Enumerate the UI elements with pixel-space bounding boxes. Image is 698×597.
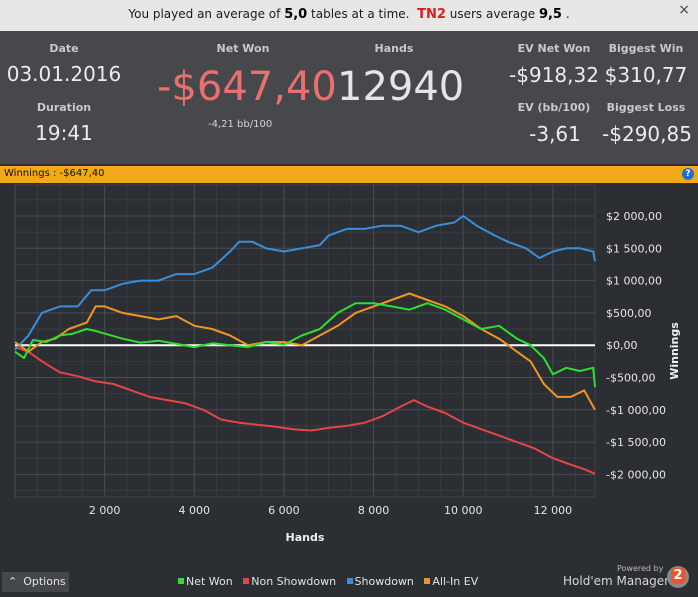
net-won-label: Net Won (216, 42, 270, 55)
holdem-manager-logo: 2 (667, 566, 689, 588)
info-banner: You played an average of 5,0 tables at a… (0, 0, 698, 32)
x-tick-label: 4 000 (179, 504, 211, 517)
series-line-all-in-ev (14, 292, 596, 411)
y-tick-label: -$1 000,00 (606, 404, 666, 417)
date-value: 03.01.2016 (6, 62, 122, 86)
y-tick-label: $0,00 (606, 339, 638, 352)
x-tick-label: 8 000 (358, 504, 390, 517)
hands-value: 12940 (337, 64, 465, 110)
x-axis-label: Hands (286, 531, 325, 544)
options-label: Options (23, 575, 66, 588)
brand-name: Hold'em Manager (563, 574, 670, 588)
y-tick-label: $2 000,00 (606, 210, 662, 223)
ev-net-won-value: -$918,32 (509, 63, 599, 87)
biggest-win-label: Biggest Win (608, 42, 684, 55)
legend-swatch-non-showdown (243, 578, 250, 584)
close-banner-button[interactable]: × (678, 2, 690, 18)
net-won-value: -$647,40 (157, 64, 337, 110)
options-button[interactable]: ⌃ Options (2, 572, 69, 592)
series-line-net-won (14, 302, 596, 388)
ev-bb100-label: EV (bb/100) (517, 101, 591, 114)
y-tick-label: -$1 500,00 (606, 436, 666, 449)
legend-swatch-showdown (346, 578, 353, 584)
banner-average-value: 9,5 (538, 7, 562, 22)
duration-value: 19:41 (35, 121, 93, 145)
duration-label: Duration (36, 101, 92, 114)
winnings-summary: Winnings : -$647,40 (4, 168, 105, 179)
x-tick-label: 12 000 (534, 504, 573, 517)
session-stats-panel: Date 03.01.2016 Duration 19:41 Net Won -… (0, 31, 698, 164)
y-axis-label: Winnings (668, 322, 681, 380)
legend-item-all-in-ev[interactable]: All-In EV (424, 575, 478, 588)
banner-tables-value: 5,0 (284, 7, 308, 22)
biggest-loss-label: Biggest Loss (606, 101, 686, 114)
legend-label-all-in-ev: All-In EV (432, 575, 479, 588)
x-tick-label: 10 000 (444, 504, 483, 517)
ev-bb100-value: -3,61 (529, 122, 581, 146)
chevron-up-icon: ⌃ (8, 575, 18, 588)
legend-label-non-showdown: Non Showdown (251, 575, 337, 588)
y-tick-label: -$2 000,00 (606, 468, 666, 481)
biggest-loss-value: -$290,85 (602, 122, 692, 146)
legend-label-showdown: Showdown (354, 575, 414, 588)
legend-label-net-won: Net Won (186, 575, 233, 588)
banner-text-2: tables at a time. (311, 7, 410, 21)
y-tick-label: $1 500,00 (606, 242, 662, 255)
logo-mark: 2 (671, 568, 685, 584)
series-line-showdown (14, 215, 596, 351)
winnings-header-bar: Winnings : -$647,40 ? (0, 166, 698, 183)
biggest-win-value: $310,77 (604, 63, 688, 87)
legend-swatch-all-in-ev (424, 578, 431, 584)
banner-text-1: You played an average of (128, 7, 281, 21)
banner-message: You played an average of 5,0 tables at a… (0, 7, 698, 22)
banner-text-3: users average (449, 7, 536, 21)
x-tick-label: 2 000 (89, 504, 121, 517)
ev-net-won-label: EV Net Won (517, 42, 591, 55)
banner-text-4: . (565, 7, 570, 21)
chart-legend: Net Won Non Showdown Showdown All-In EV (178, 575, 485, 588)
powered-by-label: Powered by (617, 564, 664, 573)
legend-item-non-showdown[interactable]: Non Showdown (243, 575, 336, 588)
y-tick-label: -$500,00 (606, 371, 655, 384)
y-tick-label: $500,00 (606, 307, 652, 320)
banner-site-name: TN2 (417, 7, 446, 22)
net-won-bb100: -4,21 bb/100 (208, 119, 273, 130)
date-label: Date (49, 42, 79, 55)
series-line-non-showdown (14, 346, 596, 475)
y-tick-label: $1 000,00 (606, 275, 662, 288)
footer-bar: ⌃ Options Net Won Non Showdown Showdown A… (0, 564, 698, 597)
legend-swatch-net-won (178, 578, 184, 584)
winnings-chart: 2 000 4 000 6 000 8 000 10 000 12 000 $2 000,0… (14, 184, 681, 544)
legend-item-net-won[interactable]: Net Won (178, 575, 233, 588)
legend-item-showdown[interactable]: Showdown (346, 575, 414, 588)
hands-label: Hands (374, 42, 414, 55)
winnings-chart-area: 2 000 4 000 6 000 8 000 10 000 12 000 $2 000,0… (0, 183, 698, 569)
help-icon[interactable]: ? (682, 168, 694, 180)
x-tick-label: 6 000 (268, 504, 300, 517)
